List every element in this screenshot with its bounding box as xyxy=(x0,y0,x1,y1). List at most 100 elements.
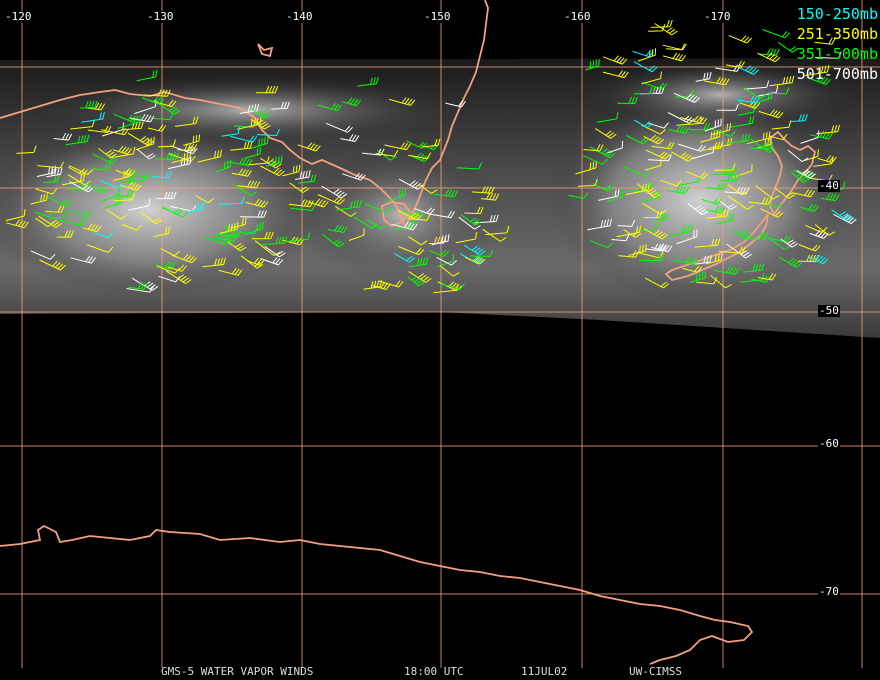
wind-barb xyxy=(414,207,435,215)
wind-barb xyxy=(743,87,767,99)
wind-barb xyxy=(602,55,628,65)
wind-barb xyxy=(665,43,686,51)
wind-barb xyxy=(127,198,151,211)
wind-barb xyxy=(122,224,143,231)
wind-barb xyxy=(398,178,424,190)
wind-barb xyxy=(408,257,429,268)
wind-barb xyxy=(628,243,647,256)
wind-barb xyxy=(757,273,777,281)
wind-barb xyxy=(429,249,449,257)
wind-barb xyxy=(128,282,148,290)
wind-barb xyxy=(635,223,658,232)
wind-barb xyxy=(671,151,695,162)
wind-barb xyxy=(682,265,703,273)
new-zealand-south xyxy=(664,213,769,281)
wind-barb xyxy=(726,133,750,145)
wind-barb xyxy=(388,97,416,106)
wind-barb xyxy=(151,171,173,179)
wind-barb xyxy=(647,154,672,162)
wind-barb xyxy=(156,101,181,115)
wind-barb xyxy=(70,255,96,264)
wind-barb xyxy=(407,276,425,287)
wind-barb xyxy=(667,112,695,124)
wind-barb xyxy=(281,236,305,246)
wind-barb xyxy=(254,240,281,257)
wind-barb xyxy=(705,252,723,265)
wind-barb xyxy=(202,257,226,268)
wind-barb xyxy=(140,211,163,225)
wind-barb xyxy=(790,172,810,183)
wind-barb xyxy=(298,174,317,184)
wind-barb xyxy=(125,175,146,183)
wind-barb xyxy=(30,250,56,260)
wind-barb xyxy=(36,165,56,177)
wind-barb xyxy=(394,253,415,263)
wind-barb xyxy=(809,229,829,239)
wind-barb xyxy=(246,257,265,266)
wind-barb xyxy=(474,214,499,224)
wind-barb xyxy=(750,138,776,153)
wind-barb xyxy=(327,224,348,233)
wind-barb xyxy=(648,24,666,32)
wind-barb xyxy=(151,112,174,121)
wind-barb xyxy=(6,219,29,229)
wind-barb xyxy=(147,124,167,132)
wind-barb xyxy=(70,119,95,130)
wind-barb xyxy=(295,170,311,180)
wind-barb xyxy=(364,203,392,214)
caption-date: 11JUL02 xyxy=(521,665,568,678)
wind-barb xyxy=(282,164,301,177)
wind-barb xyxy=(575,160,597,175)
wind-barb xyxy=(291,203,316,211)
wind-barb xyxy=(167,264,187,272)
wind-barb xyxy=(757,52,781,63)
wind-barb xyxy=(16,145,37,154)
wind-barb xyxy=(237,117,262,130)
wind-barb xyxy=(737,95,761,104)
wind-barb xyxy=(768,87,790,95)
wind-barb xyxy=(678,174,701,186)
wind-barb xyxy=(714,213,735,225)
wind-barb xyxy=(651,141,675,150)
wind-barb xyxy=(418,183,438,194)
wind-barb xyxy=(245,198,269,208)
wind-barb xyxy=(35,188,58,195)
wind-barb xyxy=(820,192,840,202)
wind-barb xyxy=(598,189,620,201)
wind-barb xyxy=(260,165,285,177)
lon-label-130: -130 xyxy=(146,10,175,23)
wind-barb xyxy=(482,228,507,242)
wind-barb xyxy=(645,149,671,160)
wind-barb xyxy=(434,189,459,198)
wind-barb xyxy=(46,167,63,178)
wind-barb xyxy=(436,254,454,268)
wind-barb xyxy=(391,221,418,231)
wind-barb xyxy=(696,277,718,285)
wind-barb xyxy=(642,190,661,203)
wind-barb xyxy=(809,130,834,140)
wind-barb xyxy=(431,234,450,246)
wind-barb xyxy=(713,163,736,171)
wind-barb xyxy=(86,102,106,111)
lon-label-150: -150 xyxy=(423,10,452,23)
wind-barb xyxy=(774,187,795,199)
wind-barb xyxy=(716,103,739,111)
wind-barb xyxy=(363,279,383,290)
wind-barb xyxy=(746,131,771,145)
wind-barb xyxy=(215,159,231,173)
legend-501-700mb: 501-700mb xyxy=(796,65,878,83)
wind-barb xyxy=(136,69,158,82)
wind-barb xyxy=(243,221,264,236)
wind-barb xyxy=(47,195,73,208)
cloud-mass-east xyxy=(550,95,850,305)
wind-barb xyxy=(99,180,125,189)
wind-barb xyxy=(115,168,136,177)
wind-barb xyxy=(805,224,828,233)
wind-barb xyxy=(366,219,387,230)
wind-barb xyxy=(240,210,267,218)
wind-barb xyxy=(668,125,690,134)
pressure-legend: 150-250mb 251-350mb 351-500mb 501-700mb xyxy=(760,4,878,84)
wind-barb xyxy=(83,223,102,233)
wind-barb xyxy=(800,203,819,212)
wind-barb xyxy=(230,135,258,143)
